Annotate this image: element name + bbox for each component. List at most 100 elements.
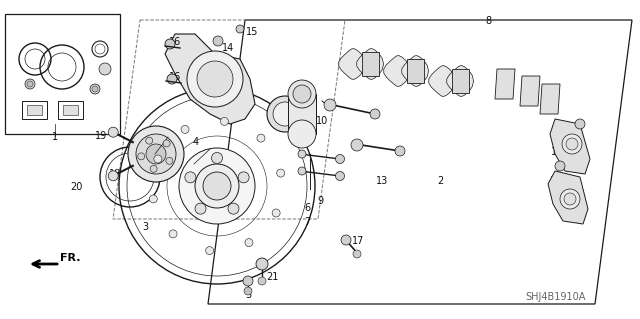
Text: 19: 19 (95, 131, 107, 141)
Circle shape (267, 96, 303, 132)
Circle shape (395, 146, 405, 156)
Text: 4: 4 (193, 137, 199, 147)
Bar (406, 59, 424, 83)
Bar (362, 52, 378, 76)
Circle shape (575, 119, 585, 129)
Circle shape (197, 61, 233, 97)
Circle shape (90, 84, 100, 94)
Polygon shape (402, 56, 429, 86)
Bar (63, 105, 78, 115)
Text: 3: 3 (142, 222, 148, 232)
Circle shape (167, 74, 177, 84)
Bar (288, 94, 316, 134)
Circle shape (195, 203, 206, 214)
Circle shape (370, 109, 380, 119)
Text: 2: 2 (437, 176, 443, 186)
Text: 6: 6 (304, 203, 310, 213)
Circle shape (236, 25, 244, 33)
Circle shape (335, 172, 344, 181)
Circle shape (211, 152, 223, 164)
Text: 15: 15 (246, 27, 258, 37)
Circle shape (244, 287, 252, 295)
Text: 16: 16 (169, 72, 181, 82)
Circle shape (213, 36, 223, 46)
Circle shape (293, 85, 311, 103)
Polygon shape (540, 84, 560, 114)
Polygon shape (384, 56, 411, 86)
Text: 12: 12 (550, 176, 562, 186)
Circle shape (341, 235, 351, 245)
Bar (27, 105, 42, 115)
Circle shape (138, 153, 145, 160)
Circle shape (560, 189, 580, 209)
Circle shape (238, 172, 249, 183)
Circle shape (245, 239, 253, 247)
Circle shape (351, 139, 363, 151)
Text: 8: 8 (485, 16, 491, 26)
Circle shape (165, 39, 175, 49)
Circle shape (25, 79, 35, 89)
Circle shape (298, 150, 306, 158)
Polygon shape (495, 69, 515, 99)
Circle shape (353, 250, 361, 258)
Bar (451, 69, 468, 93)
Circle shape (163, 140, 170, 147)
Circle shape (27, 81, 33, 87)
Circle shape (203, 172, 231, 200)
Text: 9: 9 (317, 196, 323, 206)
Text: 20: 20 (70, 182, 82, 192)
Text: 17: 17 (352, 236, 364, 246)
Circle shape (128, 126, 184, 182)
Circle shape (555, 161, 565, 171)
Circle shape (136, 134, 176, 174)
Circle shape (108, 127, 118, 137)
Text: 14: 14 (222, 43, 234, 53)
Circle shape (298, 167, 306, 175)
Circle shape (150, 165, 157, 172)
Text: 5: 5 (245, 290, 251, 300)
Circle shape (181, 125, 189, 133)
Circle shape (324, 99, 336, 111)
Circle shape (288, 120, 316, 148)
Circle shape (179, 148, 255, 224)
Text: 1: 1 (52, 132, 58, 142)
Text: 7: 7 (304, 217, 310, 227)
Circle shape (108, 171, 118, 181)
Circle shape (243, 276, 253, 286)
Circle shape (195, 164, 239, 208)
Circle shape (166, 157, 173, 164)
Circle shape (256, 258, 268, 270)
Polygon shape (429, 66, 456, 96)
Circle shape (335, 154, 344, 164)
Circle shape (276, 169, 285, 177)
Circle shape (187, 51, 243, 107)
Polygon shape (550, 119, 590, 174)
Circle shape (146, 137, 153, 144)
Circle shape (92, 86, 98, 92)
Polygon shape (447, 66, 474, 96)
Circle shape (169, 230, 177, 238)
Bar (5, 14, 120, 134)
Bar (58, 101, 83, 119)
Circle shape (566, 138, 578, 150)
Polygon shape (165, 34, 255, 124)
Circle shape (99, 63, 111, 75)
Circle shape (220, 117, 228, 125)
Text: 13: 13 (376, 176, 388, 186)
Text: 10: 10 (316, 116, 328, 126)
Text: 18: 18 (109, 169, 121, 179)
Circle shape (146, 144, 166, 164)
Polygon shape (520, 76, 540, 106)
Circle shape (562, 134, 582, 154)
Polygon shape (548, 171, 588, 224)
Bar (22, 101, 47, 119)
Text: 21: 21 (266, 272, 278, 282)
Text: 11: 11 (551, 147, 563, 157)
Text: 16: 16 (169, 37, 181, 47)
Text: FR.: FR. (60, 253, 80, 263)
Polygon shape (356, 48, 383, 79)
Circle shape (149, 195, 157, 203)
Circle shape (288, 80, 316, 108)
Polygon shape (339, 48, 365, 79)
Circle shape (205, 247, 214, 255)
